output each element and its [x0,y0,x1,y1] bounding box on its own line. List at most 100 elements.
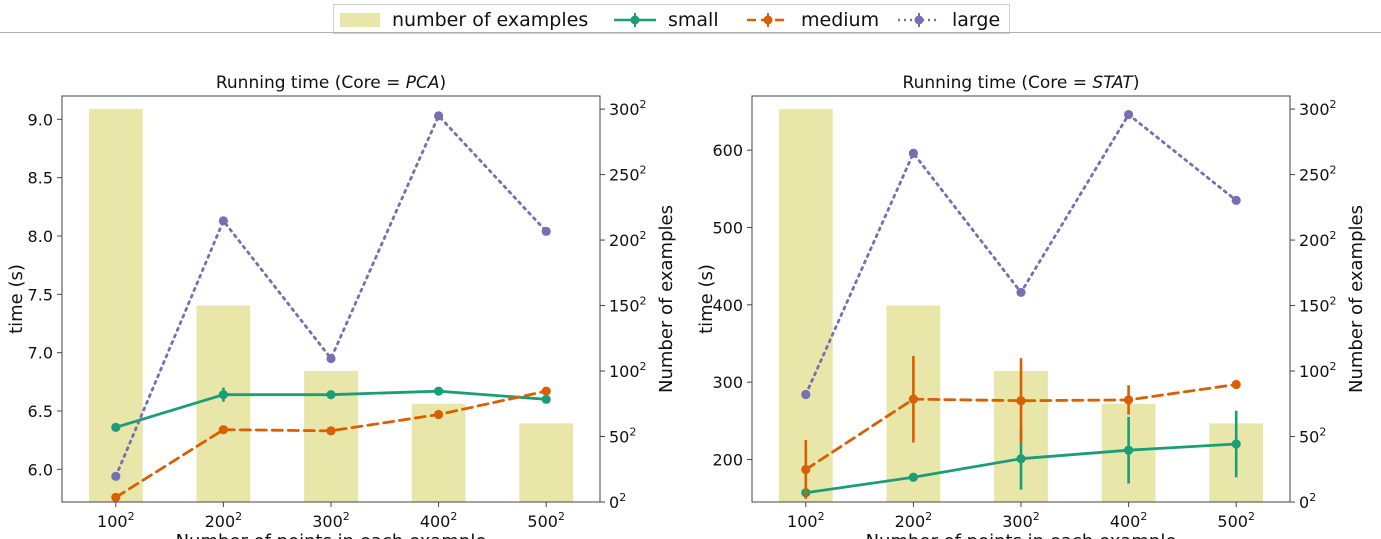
point-medium-300 [326,426,336,436]
y-axis-label: time (s) [696,264,717,334]
legend-frame [333,4,1010,34]
bar-100 [88,109,143,502]
x-tick-label-400: 4002 [1110,510,1148,531]
y2-tick-label-100: 1002 [609,360,647,381]
y2-tick-label-150: 1502 [1299,295,1337,316]
chart-running-time-stat: 200 300 400 500 600 02 502 1002 1502 2002 2502 3002… [696,73,1367,539]
point-small-300 [326,390,336,400]
x-tick-label-500: 5002 [1217,510,1255,531]
legend-entry-small: small [612,8,719,32]
legend-small-swatch [614,13,656,27]
y2-tick-label-50: 502 [1299,426,1326,447]
y2-axis-label: Number of examples [656,205,677,393]
y2-tick-label-300: 3002 [609,98,647,119]
point-small-500 [1231,439,1241,449]
point-medium-100 [801,464,811,475]
point-large-400 [434,111,444,121]
y2-tick-label-100: 1002 [1299,360,1337,381]
y-tick-label-600: 600 [712,141,743,160]
legend-entry-medium: medium [745,8,879,32]
point-large-200 [218,216,228,226]
point-large-300 [326,353,336,364]
chart-title: Running time (Core = STAT) [903,73,1140,93]
chart-title: Running time (Core = PCA) [216,73,446,93]
x-tick-label-300: 3002 [1002,510,1040,531]
legend-label-bars: number of examples [392,9,589,31]
point-large-100 [801,389,811,400]
y2-tick-label-50: 502 [609,426,636,447]
legend-medium-swatch [747,13,789,27]
series-medium [801,355,1241,499]
point-medium-400 [434,409,444,420]
y2-tick-label-200: 2002 [1299,229,1337,250]
chart-legend: number of examples small medium large [0,0,1381,44]
series-large [111,111,551,481]
series-line-medium [804,383,1238,471]
x-tick-label-500: 5002 [527,510,565,531]
point-small-300 [1016,454,1026,464]
y-tick-label-7.0: 7.0 [28,344,53,363]
point-small-100 [111,422,121,432]
x-axis-label: Number of points in each example [866,531,1177,539]
point-large-500 [1231,195,1241,205]
y2-tick-label-250: 2502 [1299,164,1337,185]
x-tick-label-400: 4002 [420,510,458,531]
y-tick-label-6.0: 6.0 [28,460,53,479]
bar-400 [411,403,466,502]
point-medium-400 [1124,395,1134,405]
point-medium-500 [541,386,551,396]
series-line-large [114,113,548,478]
chart-running-time-pca: 6.0 6.5 7.0 7.5 8.0 8.5 9.0 02 502 1002 1502 2002 25… [6,73,677,539]
x-tick-label-100: 1002 [97,510,135,531]
y-tick-label-6.5: 6.5 [28,402,53,421]
y-tick-label-300: 300 [712,373,743,392]
point-medium-100 [111,492,121,502]
series-large [801,109,1241,400]
bar-200 [196,305,251,502]
y-axis-label: time (s) [6,264,27,334]
legend-label-medium: medium [801,9,880,31]
y2-tick-label-200: 2002 [609,229,647,250]
y-tick-label-400: 400 [712,296,743,315]
x-tick-label-100: 1002 [787,510,825,531]
point-large-300 [1016,287,1026,298]
point-large-100 [111,471,121,481]
y2-tick-label-250: 2502 [609,164,647,185]
y-tick-label-8.5: 8.5 [28,169,53,188]
legend-divider [0,32,1381,33]
point-small-200 [218,390,228,400]
point-small-200 [908,472,918,482]
y2-axis-label: Number of examples [1346,205,1367,393]
x-axis-label: Number of points in each example [176,531,487,539]
legend-label-small: small [668,9,719,31]
series-small [111,386,551,432]
y-tick-label-9.0: 9.0 [28,110,53,129]
point-medium-200 [218,425,228,435]
legend-large-swatch [898,13,940,27]
point-small-500 [541,394,551,404]
bar-500 [519,423,574,502]
y-tick-label-500: 500 [712,218,743,237]
y-tick-label-200: 200 [712,450,743,469]
point-medium-200 [908,394,918,404]
legend-bar-swatch [340,13,380,27]
x-tick-label-300: 3002 [312,510,350,531]
legend-entry-bars: number of examples [338,8,588,32]
y2-tick-label-0: 02 [609,491,626,512]
point-small-400 [1124,445,1134,455]
series-line-large [804,112,1238,396]
y-tick-label-8.0: 8.0 [28,227,53,246]
point-large-500 [541,226,551,236]
bar-100 [778,109,833,502]
legend-entry-large: large [896,8,1000,32]
point-medium-500 [1231,379,1241,390]
x-tick-label-200: 2002 [205,510,243,531]
y2-tick-label-0: 02 [1299,491,1316,512]
y2-tick-label-150: 1502 [609,295,647,316]
series-medium [111,386,551,502]
x-tick-label-200: 2002 [895,510,933,531]
point-medium-300 [1016,396,1026,406]
legend-label-large: large [952,9,1001,31]
point-large-200 [908,148,918,158]
y2-tick-label-300: 3002 [1299,98,1337,119]
